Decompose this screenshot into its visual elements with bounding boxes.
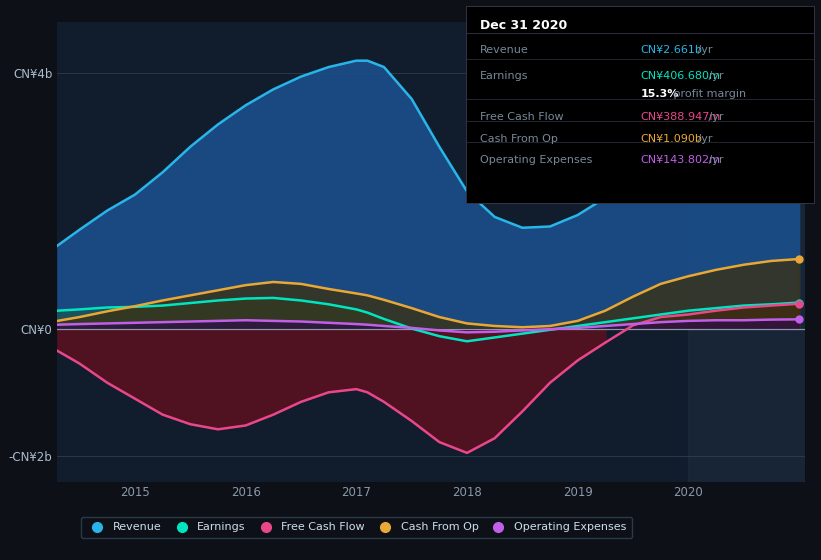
Text: CN¥2.661b: CN¥2.661b	[640, 45, 702, 55]
Text: Revenue: Revenue	[480, 45, 529, 55]
Text: CN¥143.802m: CN¥143.802m	[640, 156, 720, 165]
Text: 15.3%: 15.3%	[640, 90, 679, 99]
Text: Dec 31 2020: Dec 31 2020	[480, 20, 567, 32]
Text: CN¥388.947m: CN¥388.947m	[640, 112, 721, 122]
Text: CN¥406.680m: CN¥406.680m	[640, 71, 720, 81]
Text: /yr: /yr	[705, 156, 724, 165]
Text: Free Cash Flow: Free Cash Flow	[480, 112, 564, 122]
Legend: Revenue, Earnings, Free Cash Flow, Cash From Op, Operating Expenses: Revenue, Earnings, Free Cash Flow, Cash …	[80, 517, 632, 538]
Text: Earnings: Earnings	[480, 71, 529, 81]
Text: /yr: /yr	[694, 134, 712, 144]
Text: Cash From Op: Cash From Op	[480, 134, 558, 144]
Text: CN¥1.090b: CN¥1.090b	[640, 134, 702, 144]
Text: /yr: /yr	[705, 112, 724, 122]
Text: /yr: /yr	[705, 71, 724, 81]
Text: /yr: /yr	[694, 45, 712, 55]
Text: profit margin: profit margin	[670, 90, 746, 99]
Bar	[688, 22, 805, 482]
Text: Operating Expenses: Operating Expenses	[480, 156, 593, 165]
